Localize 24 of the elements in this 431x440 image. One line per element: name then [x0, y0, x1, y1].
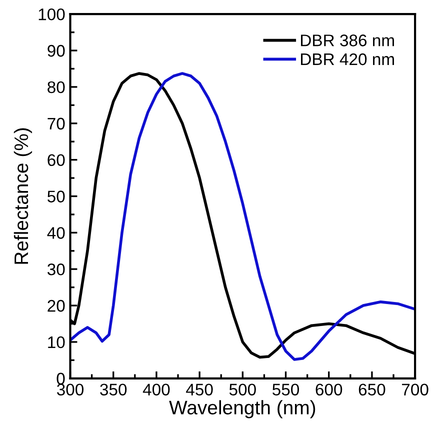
- x-tick-label: 350: [100, 384, 127, 396]
- y-tick-label: 40: [47, 227, 65, 239]
- x-axis-title: Wavelength (nm): [169, 400, 316, 418]
- y-tick-label: 20: [48, 300, 65, 312]
- x-tick-label: 550: [272, 384, 300, 396]
- y-tick-label: 10: [48, 336, 65, 348]
- x-tick-label: 600: [316, 384, 342, 396]
- y-tick-label: 90: [48, 44, 65, 57]
- x-tick-label: 450: [186, 384, 213, 396]
- legend-label: DBR 386 nm: [301, 34, 394, 46]
- y-tick-label: 50: [48, 190, 65, 202]
- x-tick-label: 300: [56, 384, 84, 396]
- legend-label: DBR 420 nm: [301, 53, 394, 66]
- x-tick-label: 500: [229, 384, 256, 396]
- x-tick-label: 400: [142, 384, 170, 396]
- y-tick-label: 100: [38, 8, 65, 20]
- y-axis-title: Reflectance (%): [14, 128, 32, 264]
- y-tick-label: 70: [48, 118, 65, 130]
- y-tick-label: 60: [48, 154, 65, 166]
- y-tick-label: 0: [56, 372, 65, 385]
- x-tick-label: 650: [358, 384, 386, 396]
- y-tick-label: 30: [47, 264, 65, 276]
- y-tick-label: 80: [48, 81, 65, 94]
- x-tick-label: 700: [402, 384, 428, 396]
